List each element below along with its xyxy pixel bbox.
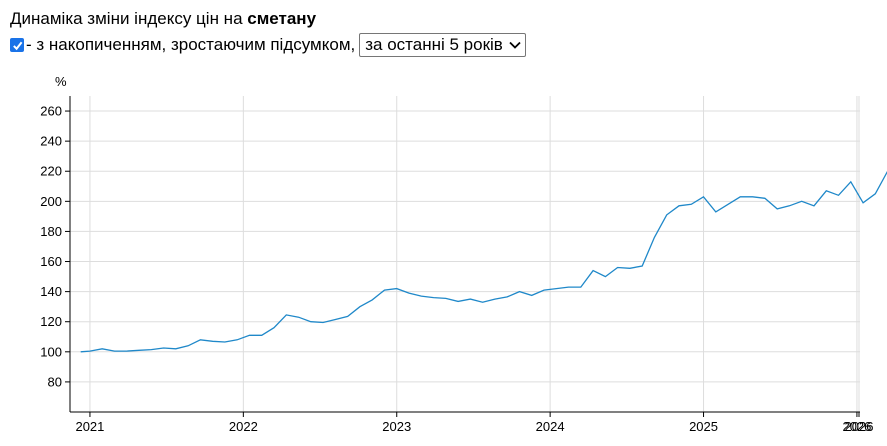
chevron-down-icon [509,41,521,49]
x-tick-label: 2024 [536,419,565,434]
y-tick-label: 100 [40,344,62,359]
x-tick-label: 2026 [845,419,874,434]
period-select[interactable]: за останні 5 років [359,33,526,57]
y-tick-label: 220 [40,164,62,179]
x-tick-label: 2026 [842,419,871,434]
cumulative-checkbox[interactable] [10,38,24,52]
x-tick-label: 2022 [229,419,258,434]
y-axis-unit: % [55,74,67,89]
x-tick-label: 2023 [382,419,411,434]
y-tick-label: 200 [40,194,62,209]
title-prefix: Динаміка зміни індексу цін на [10,9,248,28]
chart-title: Динаміка зміни індексу цін на сметану [10,8,526,30]
y-tick-label: 260 [40,104,62,119]
y-tick-label: 140 [40,284,62,299]
series-line [80,170,887,353]
y-tick-label: 80 [48,374,62,389]
period-select-value: за останні 5 років [365,35,503,54]
x-tick-label: 2021 [75,419,104,434]
y-tick-label: 160 [40,254,62,269]
check-icon [12,41,22,50]
x-tick-label: 2025 [689,419,718,434]
y-tick-label: 120 [40,314,62,329]
grid [70,96,860,412]
cumulative-checkbox-label: - з накопиченням, зростаючим підсумком, [26,35,356,54]
title-product: сметану [247,9,317,28]
y-tick-label: 180 [40,224,62,239]
y-axis-ticks: 80 100 120 140 160 180 200 220 240 260 [40,104,70,389]
header: Динаміка зміни індексу цін на сметану - … [10,8,526,57]
y-tick-label: 240 [40,134,62,149]
controls-row: - з накопиченням, зростаючим підсумком, … [10,33,526,57]
